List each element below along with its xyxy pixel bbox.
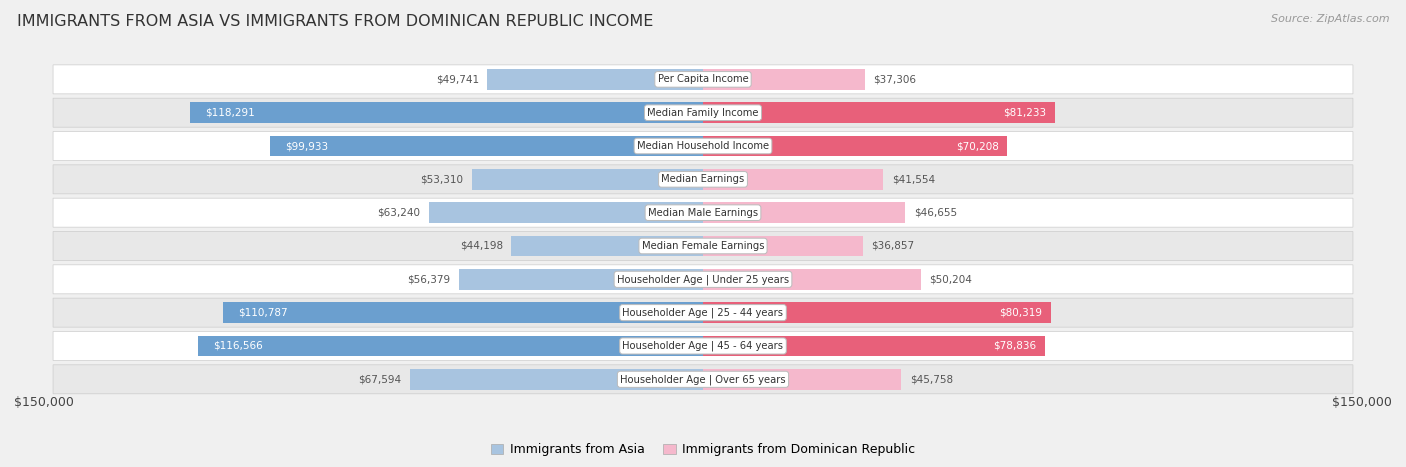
Bar bbox=[703, 102, 1054, 123]
Text: Median Household Income: Median Household Income bbox=[637, 141, 769, 151]
Bar bbox=[458, 269, 703, 290]
Bar bbox=[411, 369, 703, 389]
Bar bbox=[198, 336, 703, 356]
Text: Median Male Earnings: Median Male Earnings bbox=[648, 208, 758, 218]
Bar bbox=[703, 136, 1007, 156]
Bar bbox=[703, 336, 1045, 356]
FancyBboxPatch shape bbox=[53, 198, 1353, 227]
FancyBboxPatch shape bbox=[53, 298, 1353, 327]
Bar bbox=[703, 169, 883, 190]
Text: $80,319: $80,319 bbox=[1000, 308, 1042, 318]
FancyBboxPatch shape bbox=[53, 332, 1353, 361]
Bar bbox=[703, 369, 901, 389]
Text: Source: ZipAtlas.com: Source: ZipAtlas.com bbox=[1271, 14, 1389, 24]
Bar bbox=[429, 202, 703, 223]
Text: IMMIGRANTS FROM ASIA VS IMMIGRANTS FROM DOMINICAN REPUBLIC INCOME: IMMIGRANTS FROM ASIA VS IMMIGRANTS FROM … bbox=[17, 14, 654, 29]
Text: $53,310: $53,310 bbox=[420, 174, 464, 184]
Text: $45,758: $45,758 bbox=[910, 374, 953, 384]
Bar bbox=[703, 202, 905, 223]
Bar bbox=[224, 302, 703, 323]
Text: $36,857: $36,857 bbox=[872, 241, 914, 251]
Text: $49,741: $49,741 bbox=[436, 74, 479, 85]
FancyBboxPatch shape bbox=[53, 132, 1353, 161]
Legend: Immigrants from Asia, Immigrants from Dominican Republic: Immigrants from Asia, Immigrants from Do… bbox=[486, 439, 920, 461]
FancyBboxPatch shape bbox=[53, 165, 1353, 194]
FancyBboxPatch shape bbox=[53, 232, 1353, 261]
Text: Householder Age | 25 - 44 years: Householder Age | 25 - 44 years bbox=[623, 307, 783, 318]
Text: $63,240: $63,240 bbox=[377, 208, 420, 218]
Text: $118,291: $118,291 bbox=[205, 108, 256, 118]
Text: $37,306: $37,306 bbox=[873, 74, 917, 85]
Bar bbox=[703, 269, 921, 290]
Text: $81,233: $81,233 bbox=[1004, 108, 1046, 118]
Text: $116,566: $116,566 bbox=[214, 341, 263, 351]
Bar bbox=[703, 69, 865, 90]
Text: $99,933: $99,933 bbox=[285, 141, 328, 151]
Text: $150,000: $150,000 bbox=[1331, 396, 1392, 409]
Bar bbox=[472, 169, 703, 190]
Text: $44,198: $44,198 bbox=[460, 241, 503, 251]
Text: $70,208: $70,208 bbox=[956, 141, 998, 151]
Bar bbox=[703, 236, 863, 256]
Bar bbox=[512, 236, 703, 256]
Bar bbox=[270, 136, 703, 156]
Text: Per Capita Income: Per Capita Income bbox=[658, 74, 748, 85]
Text: Median Female Earnings: Median Female Earnings bbox=[641, 241, 765, 251]
Bar bbox=[488, 69, 703, 90]
FancyBboxPatch shape bbox=[53, 98, 1353, 127]
Text: $56,379: $56,379 bbox=[406, 274, 450, 284]
Text: Householder Age | Over 65 years: Householder Age | Over 65 years bbox=[620, 374, 786, 384]
Text: $78,836: $78,836 bbox=[993, 341, 1036, 351]
FancyBboxPatch shape bbox=[53, 65, 1353, 94]
Text: Householder Age | 45 - 64 years: Householder Age | 45 - 64 years bbox=[623, 341, 783, 351]
Text: $67,594: $67,594 bbox=[359, 374, 402, 384]
Text: $150,000: $150,000 bbox=[14, 396, 75, 409]
FancyBboxPatch shape bbox=[53, 265, 1353, 294]
Text: Householder Age | Under 25 years: Householder Age | Under 25 years bbox=[617, 274, 789, 284]
Text: $50,204: $50,204 bbox=[929, 274, 972, 284]
FancyBboxPatch shape bbox=[53, 365, 1353, 394]
Text: $46,655: $46,655 bbox=[914, 208, 957, 218]
Bar bbox=[190, 102, 703, 123]
Text: Median Earnings: Median Earnings bbox=[661, 174, 745, 184]
Text: Median Family Income: Median Family Income bbox=[647, 108, 759, 118]
Text: $110,787: $110,787 bbox=[238, 308, 288, 318]
Bar bbox=[703, 302, 1052, 323]
Text: $41,554: $41,554 bbox=[891, 174, 935, 184]
